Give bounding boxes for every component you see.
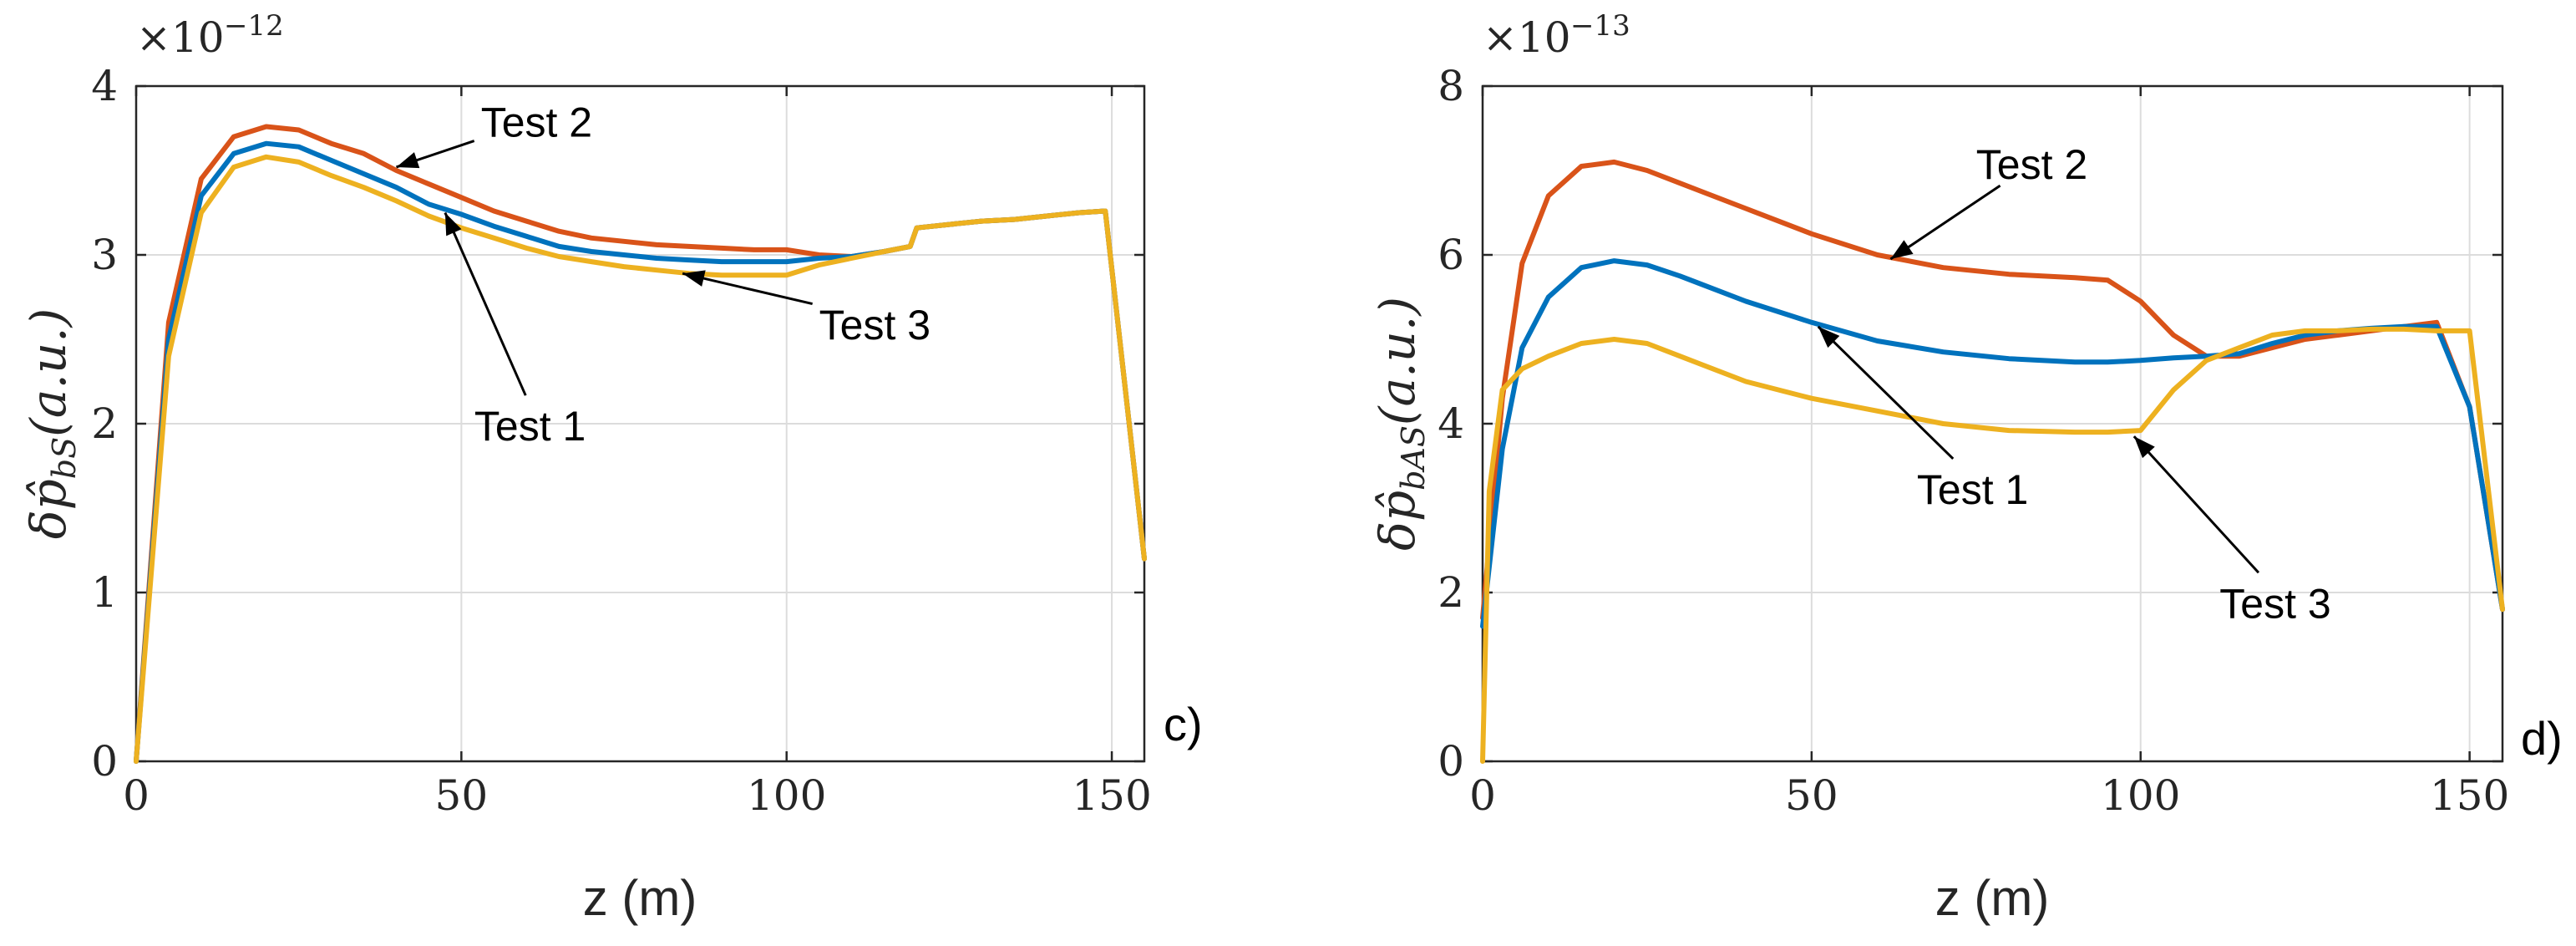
chart-d-series	[1480, 159, 2505, 764]
svg-text:δp̂bAS(a.u.): δp̂bAS(a.u.)	[1369, 297, 1432, 551]
chart-d-x-axis-label: z (m)	[1935, 870, 2050, 926]
chart-c-series-test-3	[134, 154, 1147, 764]
chart-c-annotations: Test 2 Test 1 Test 3	[396, 99, 931, 450]
chart-c-y-tick-label: 2	[91, 399, 118, 448]
chart-panel-c: 0 50 100 150 0 1 2 3 4 Test 2 Test 1 Test 3 ×10 −1…	[20, 9, 1203, 926]
chart-d-y-axis-symbol: δp̂	[1369, 491, 1426, 551]
chart-c-y-axis-label: δp̂bS(a.u.)	[20, 308, 83, 539]
chart-d-series-test-3	[1480, 326, 2505, 764]
chart-c-x-tick-label: 50	[435, 771, 489, 820]
chart-c-y-tick-label: 0	[91, 737, 118, 786]
chart-d-annotation-arrow	[1889, 184, 2001, 261]
chart-c-gridlines	[136, 86, 1144, 761]
chart-d-series-test-2	[1480, 159, 2505, 621]
chart-d-y-tick-label: 2	[1438, 568, 1464, 617]
chart-d-sci-base: ×10	[1483, 13, 1571, 62]
chart-c-y-axis-unit: (a.u.)	[20, 308, 77, 437]
chart-d-x-tick-label: 150	[2430, 771, 2509, 820]
chart-d-x-tick-label: 50	[1785, 771, 1838, 820]
chart-c-annotation-label: Test 2	[481, 99, 592, 146]
chart-d-annotation-arrow	[2132, 435, 2260, 574]
chart-c-annotation-arrowhead	[682, 270, 706, 287]
chart-d-annotation-label: Test 1	[1917, 466, 2028, 513]
chart-d-y-tick-label: 8	[1438, 62, 1464, 110]
chart-d-annotation-arrowhead	[1818, 326, 1840, 348]
chart-c-ticks: 0 50 100 150 0 1 2 3 4	[91, 62, 1152, 820]
svg-text:δp̂bS(a.u.): δp̂bS(a.u.)	[20, 308, 83, 539]
chart-c-y-axis-symbol: δp̂	[20, 479, 77, 539]
chart-c-y-tick-label: 1	[91, 568, 118, 617]
chart-c-sci-exponent: −12	[224, 9, 284, 43]
chart-c-annotation-arrowhead	[444, 212, 462, 237]
chart-d-annotation-label: Test 3	[2219, 580, 2330, 627]
chart-c-x-tick-label: 0	[123, 771, 150, 820]
chart-c-series-test-1	[134, 140, 1147, 764]
chart-d-sci-exponent: −13	[1570, 9, 1630, 43]
chart-d-gridlines	[1483, 86, 2502, 761]
chart-d-x-tick-label: 100	[2101, 771, 2180, 820]
chart-c-x-tick-label: 150	[1072, 771, 1151, 820]
chart-d-y-tick-label: 4	[1438, 399, 1464, 448]
chart-c-y-axis-subscript: bS	[46, 437, 83, 479]
chart-c-x-tick-label: 100	[747, 771, 826, 820]
chart-panel-d: 0 50 100 150 0 2 4 6 8 Test 2 Test 1 Test 3 ×10 −1…	[1369, 9, 2563, 926]
chart-d-y-tick-label: 0	[1438, 737, 1464, 786]
chart-c-y-tick-label: 3	[91, 231, 118, 279]
chart-c-annotation-arrow	[444, 211, 527, 396]
chart-d-y-axis-label: δp̂bAS(a.u.)	[1369, 297, 1432, 551]
chart-d-y-axis-unit: (a.u.)	[1369, 297, 1426, 425]
chart-c-annotation-label: Test 3	[819, 302, 931, 348]
chart-d-annotation-arrow	[1817, 325, 1955, 460]
chart-d-x-tick-label: 0	[1469, 771, 1496, 820]
chart-d-series-test-1	[1480, 258, 2505, 629]
chart-c-x-axis-label: z (m)	[583, 870, 697, 926]
chart-c-annotation-label: Test 1	[474, 403, 586, 450]
chart-d-annotation-arrowhead	[1890, 240, 1914, 260]
chart-d-y-axis-subscript: bAS	[1395, 425, 1432, 491]
chart-c-series	[134, 124, 1147, 764]
chart-c-panel-label: c)	[1164, 698, 1203, 750]
chart-c-annotation-arrowhead	[396, 152, 420, 169]
chart-d-ticks: 0 50 100 150 0 2 4 6 8	[1438, 62, 2509, 820]
chart-d-y-tick-label: 6	[1438, 231, 1464, 279]
chart-d-annotation-label: Test 2	[1976, 141, 2087, 188]
chart-c-annotation-arrow	[682, 272, 813, 306]
chart-d-annotation-arrowhead	[2133, 436, 2155, 459]
chart-c-sci-base: ×10	[136, 13, 225, 62]
chart-c-y-tick-label: 4	[91, 62, 118, 110]
chart-d-annotations: Test 2 Test 1 Test 3	[1817, 141, 2331, 627]
chart-d-panel-label: d)	[2521, 712, 2563, 765]
